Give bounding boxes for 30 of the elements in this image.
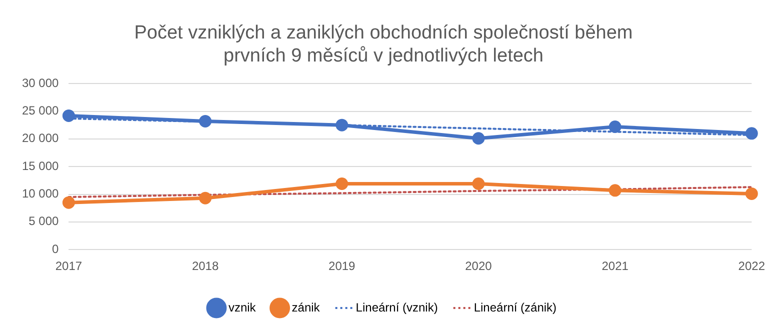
point <box>199 192 212 204</box>
legend-label: vznik <box>228 300 257 314</box>
point <box>745 187 758 200</box>
point <box>608 120 622 134</box>
y-tick-label: 5 000 <box>28 214 60 228</box>
x-tick-label: 2017 <box>55 259 82 274</box>
legend-label: zánik <box>292 300 321 314</box>
point <box>62 109 75 122</box>
x-tick-label: 2020 <box>465 259 492 274</box>
x-tick-label: 2022 <box>738 259 766 274</box>
point <box>745 127 758 140</box>
y-tick-label: 25 000 <box>22 104 60 118</box>
legend-label: Lineární (zánik) <box>474 300 557 314</box>
chart-title: Počet vzniklých a zaniklých obchodních společností během prvních 9 měsíců v jednotlivých letech <box>134 22 633 66</box>
x-tick-label: 2018 <box>192 259 219 274</box>
point <box>336 118 348 132</box>
y-tick-label: 30 000 <box>22 76 60 90</box>
y-tick-label: 20 000 <box>22 131 60 146</box>
point <box>472 132 485 145</box>
point <box>472 178 485 190</box>
point <box>199 114 212 128</box>
x-tick-label: 2021 <box>602 259 629 274</box>
point <box>336 178 348 190</box>
y-tick-label: 15 000 <box>22 158 60 173</box>
y-tick-label: 0 <box>52 242 60 256</box>
x-tick-label: 2019 <box>328 259 356 274</box>
point <box>62 196 75 209</box>
legend-label: Lineární (vznik) <box>356 300 438 314</box>
y-tick-label: 10 000 <box>22 186 60 201</box>
point <box>608 184 622 197</box>
